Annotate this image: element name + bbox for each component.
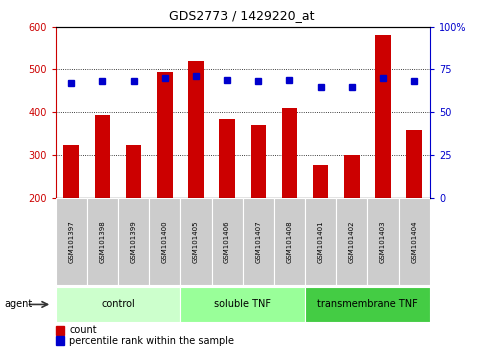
Bar <box>212 198 242 285</box>
Text: GSM101397: GSM101397 <box>68 220 74 263</box>
Bar <box>242 198 274 285</box>
Bar <box>305 198 336 285</box>
Text: GSM101399: GSM101399 <box>130 220 137 263</box>
Bar <box>407 130 422 198</box>
Bar <box>95 115 110 198</box>
Text: agent: agent <box>5 299 33 309</box>
Text: GSM101407: GSM101407 <box>256 220 261 263</box>
Text: count: count <box>69 325 97 335</box>
Text: GSM101403: GSM101403 <box>380 220 386 263</box>
Bar <box>313 165 328 198</box>
Bar <box>251 125 266 198</box>
Text: GSM101408: GSM101408 <box>286 220 293 263</box>
Text: GSM101401: GSM101401 <box>318 220 324 263</box>
Bar <box>56 198 87 285</box>
Text: transmembrane TNF: transmembrane TNF <box>317 299 418 309</box>
Bar <box>274 198 305 285</box>
Bar <box>344 155 360 198</box>
Bar <box>180 198 212 285</box>
Text: GSM101402: GSM101402 <box>349 220 355 263</box>
Bar <box>157 72 172 198</box>
Bar <box>282 108 298 198</box>
Text: control: control <box>101 299 135 309</box>
Bar <box>180 287 305 322</box>
Bar <box>398 198 430 285</box>
Text: GDS2773 / 1429220_at: GDS2773 / 1429220_at <box>169 9 314 22</box>
Bar <box>219 119 235 198</box>
Bar <box>56 287 180 322</box>
Bar <box>87 198 118 285</box>
Text: GSM101398: GSM101398 <box>99 220 105 263</box>
Text: soluble TNF: soluble TNF <box>214 299 271 309</box>
Text: GSM101400: GSM101400 <box>162 220 168 263</box>
Bar <box>63 144 79 198</box>
Bar <box>368 198 398 285</box>
Bar <box>118 198 149 285</box>
Text: GSM101405: GSM101405 <box>193 220 199 263</box>
Text: GSM101406: GSM101406 <box>224 220 230 263</box>
Bar <box>375 35 391 198</box>
Bar <box>188 61 204 198</box>
Bar <box>149 198 180 285</box>
Bar <box>305 287 430 322</box>
Bar <box>336 198 368 285</box>
Text: GSM101404: GSM101404 <box>411 220 417 263</box>
Bar <box>126 144 142 198</box>
Text: percentile rank within the sample: percentile rank within the sample <box>69 336 234 346</box>
